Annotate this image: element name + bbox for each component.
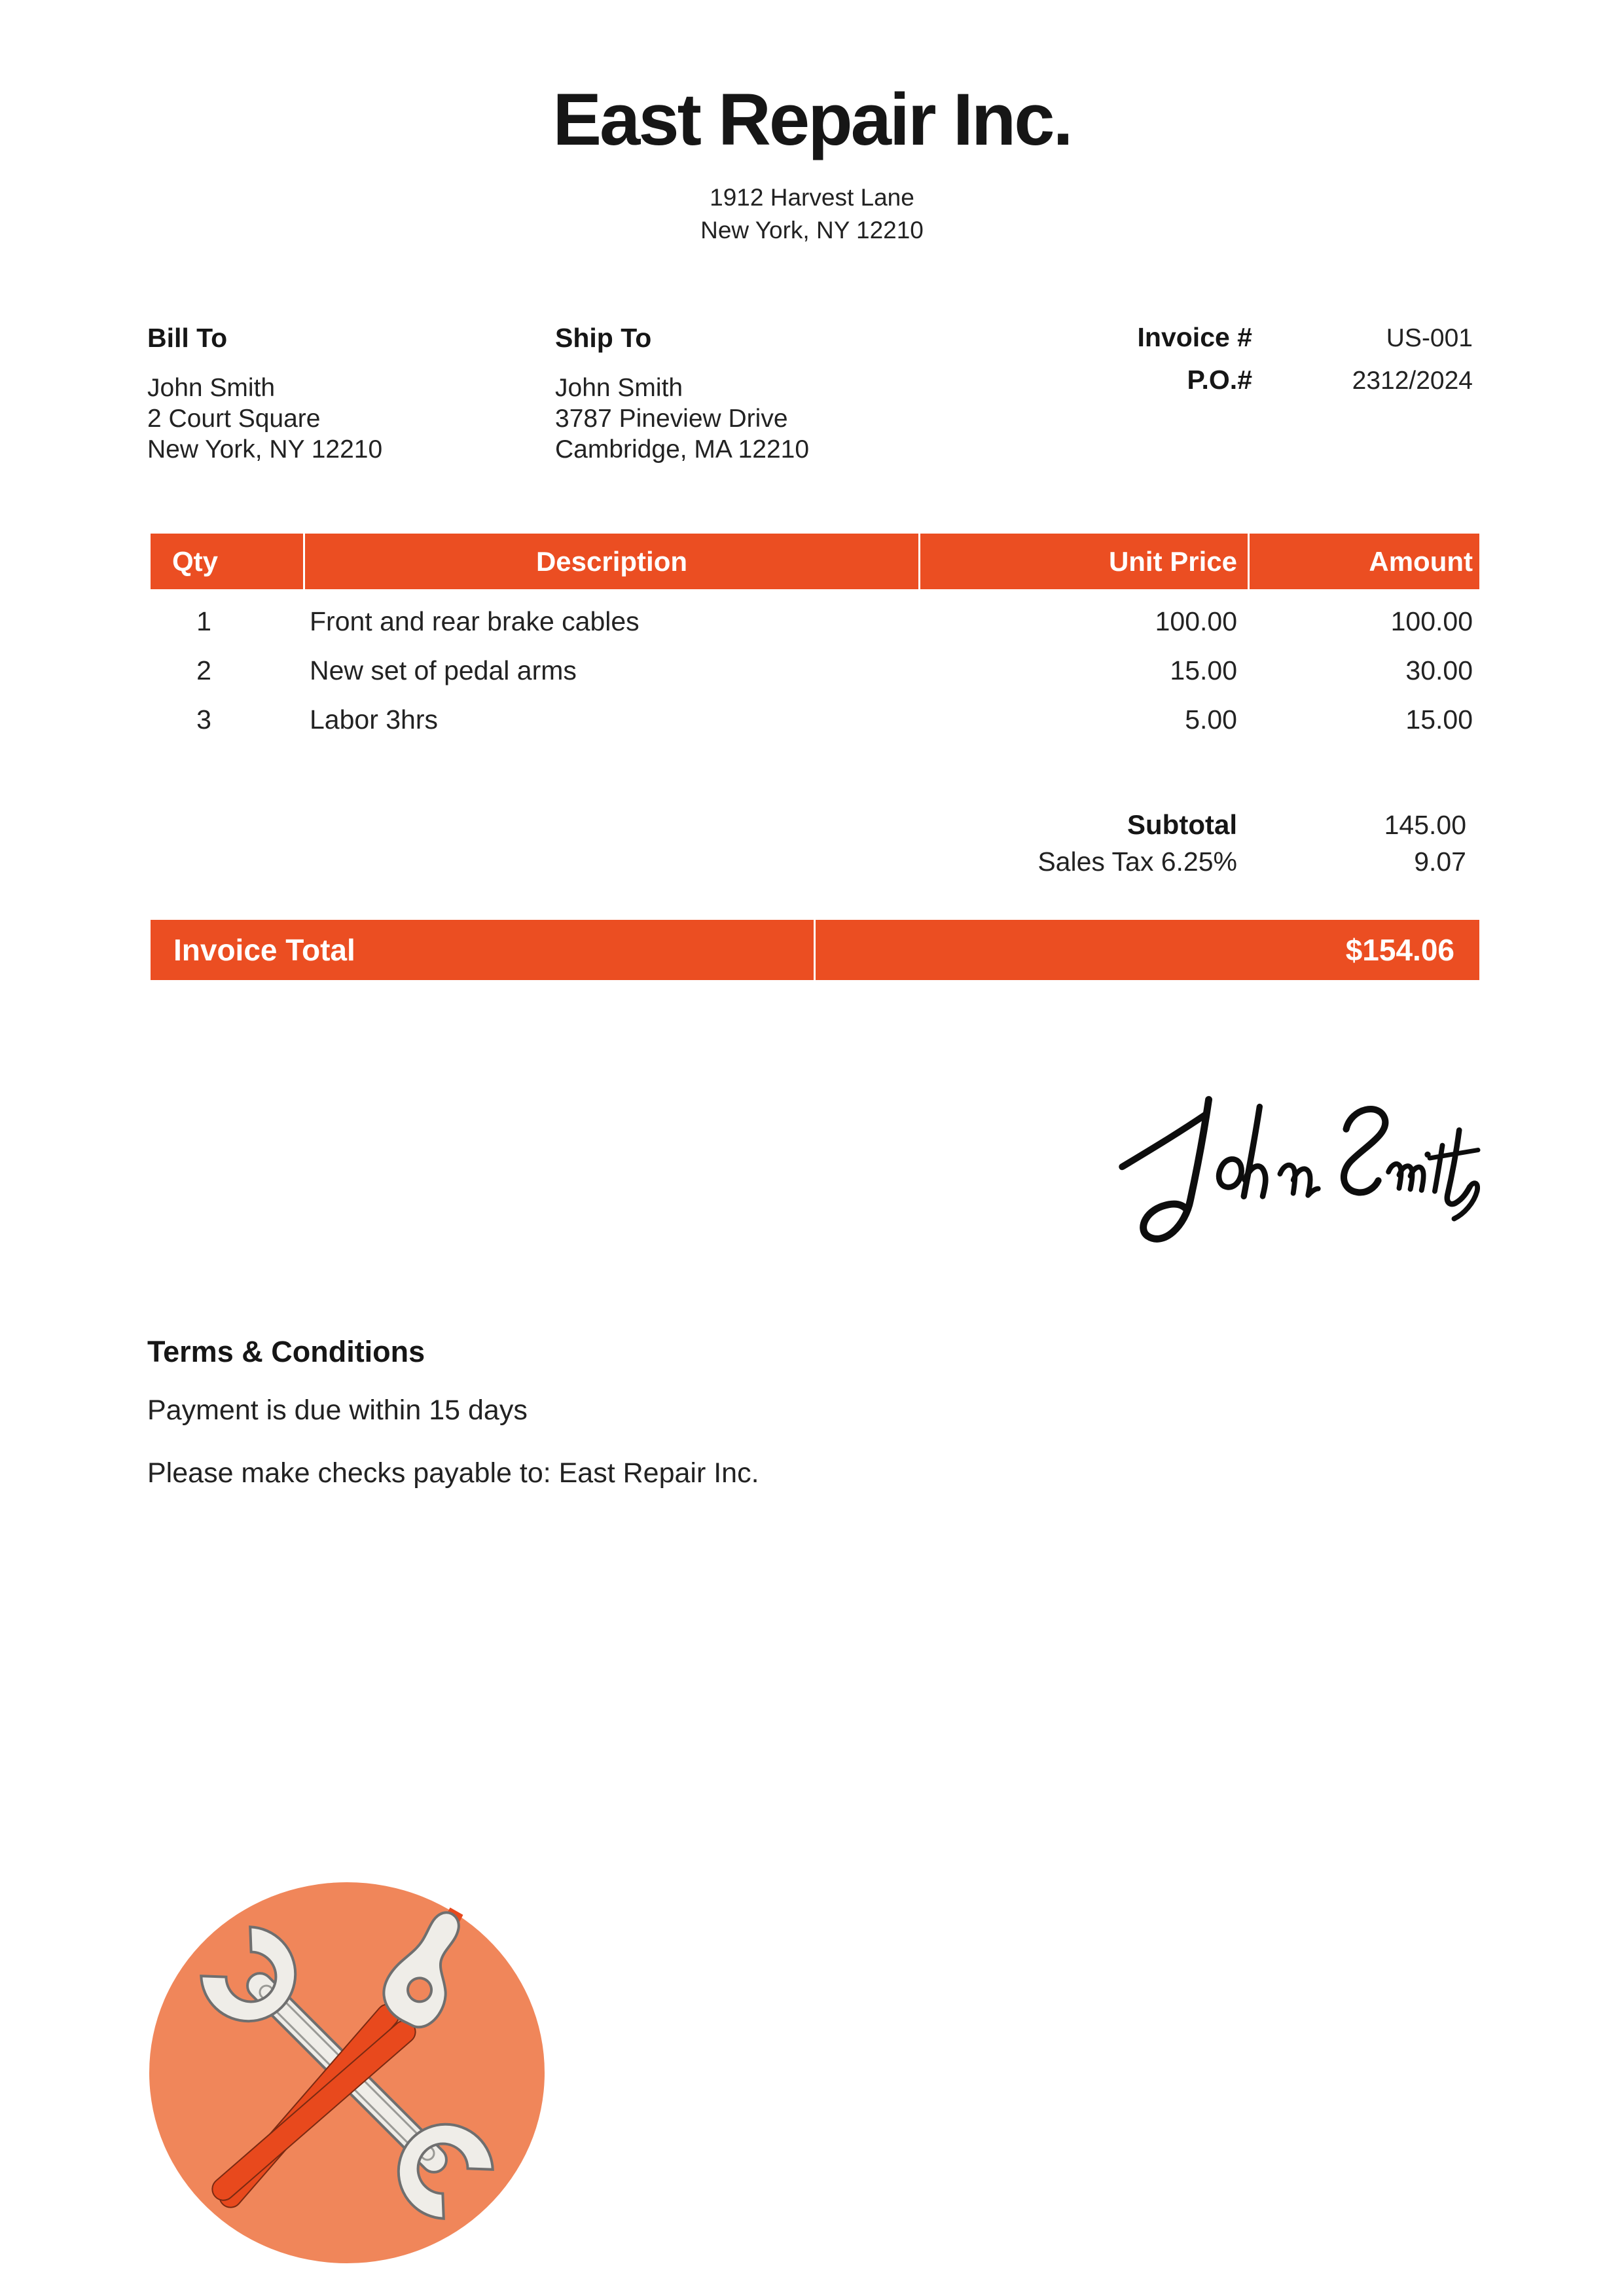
company-name: East Repair Inc. xyxy=(552,79,1073,160)
totals-section: Subtotal 145.00 Sales Tax 6.25% 9.07 xyxy=(151,809,1479,884)
qty-cell: 3 xyxy=(196,704,211,735)
qty-cell: 2 xyxy=(196,655,211,685)
invoice-number-label: Invoice # xyxy=(1137,322,1252,352)
po-number-row: P.O.# 2312/2024 xyxy=(1047,365,1473,407)
description-column-header: Description xyxy=(303,534,918,589)
company-header: East Repair Inc. 1912 Harvest Lane New Y… xyxy=(0,77,1624,247)
bill-to-label: Bill To xyxy=(147,323,228,353)
qty-column-header: Qty xyxy=(172,545,219,577)
invoice-total-bar: Invoice Total $154.06 xyxy=(151,920,1479,980)
unit-price-cell: 100.00 xyxy=(1155,606,1237,636)
subtotal-row: Subtotal 145.00 xyxy=(151,809,1479,847)
bill-to-block: Bill To John Smith 2 Court Square New Yo… xyxy=(147,322,514,465)
amount-cell: 30.00 xyxy=(1405,655,1473,685)
terms-line-payment: Payment is due within 15 days xyxy=(147,1394,528,1426)
sales-tax-row: Sales Tax 6.25% 9.07 xyxy=(151,847,1479,884)
terms-section: Terms & Conditions Payment is due within… xyxy=(147,1334,1195,1519)
sales-tax-label: Sales Tax 6.25% xyxy=(1038,847,1237,877)
amount-cell: 15.00 xyxy=(1405,704,1473,735)
ship-to-block: Ship To John Smith 3787 Pineview Drive C… xyxy=(555,322,961,465)
ship-to-label: Ship To xyxy=(555,323,652,353)
amount-cell: 100.00 xyxy=(1390,606,1473,636)
po-number-value: 2312/2024 xyxy=(1352,367,1473,395)
ship-to-street: 3787 Pineview Drive xyxy=(555,405,788,433)
table-row: 3 Labor 3hrs 5.00 15.00 xyxy=(151,695,1479,744)
invoice-number-value: US-001 xyxy=(1386,324,1473,352)
bill-to-name: John Smith xyxy=(147,374,276,402)
po-number-label: P.O.# xyxy=(1187,365,1252,395)
terms-heading: Terms & Conditions xyxy=(147,1335,425,1368)
items-table-header: Qty Description Unit Price Amount xyxy=(151,534,1479,589)
company-address: 1912 Harvest Lane New York, NY 12210 xyxy=(0,181,1624,247)
description-cell: New set of pedal arms xyxy=(310,655,577,685)
subtotal-label: Subtotal xyxy=(1127,809,1237,840)
company-address-line1: 1912 Harvest Lane xyxy=(710,184,914,211)
description-cell: Labor 3hrs xyxy=(310,704,439,735)
table-row: 2 New set of pedal arms 15.00 30.00 xyxy=(151,646,1479,695)
ship-to-name: John Smith xyxy=(555,374,683,402)
invoice-number-row: Invoice # US-001 xyxy=(1047,322,1473,365)
bill-to-city: New York, NY 12210 xyxy=(147,435,383,464)
company-logo xyxy=(149,1882,545,2263)
company-address-line2: New York, NY 12210 xyxy=(700,217,924,244)
crossed-tools-icon xyxy=(149,1882,545,2263)
sales-tax-value: 9.07 xyxy=(1414,847,1466,877)
description-cell: Front and rear brake cables xyxy=(310,606,640,636)
invoice-total-label: Invoice Total xyxy=(151,920,816,980)
unit-price-column-header: Unit Price xyxy=(918,534,1248,589)
unit-price-cell: 15.00 xyxy=(1170,655,1237,685)
signature-block xyxy=(1116,1080,1483,1264)
unit-price-cell: 5.00 xyxy=(1185,704,1237,735)
amount-column-header: Amount xyxy=(1248,534,1479,589)
ship-to-city: Cambridge, MA 12210 xyxy=(555,435,810,464)
subtotal-value: 145.00 xyxy=(1384,810,1466,840)
qty-cell: 1 xyxy=(196,606,211,636)
signature-image xyxy=(1119,1096,1481,1243)
invoice-meta: Invoice # US-001 P.O.# 2312/2024 xyxy=(1047,322,1473,407)
terms-line-checks: Please make checks payable to: East Repa… xyxy=(147,1457,759,1489)
table-row: 1 Front and rear brake cables 100.00 100… xyxy=(151,597,1479,646)
items-table: Qty Description Unit Price Amount 1 Fron… xyxy=(151,534,1479,744)
bill-to-street: 2 Court Square xyxy=(147,405,321,433)
invoice-total-value: $154.06 xyxy=(1345,933,1454,967)
items-table-body: 1 Front and rear brake cables 100.00 100… xyxy=(151,597,1479,744)
